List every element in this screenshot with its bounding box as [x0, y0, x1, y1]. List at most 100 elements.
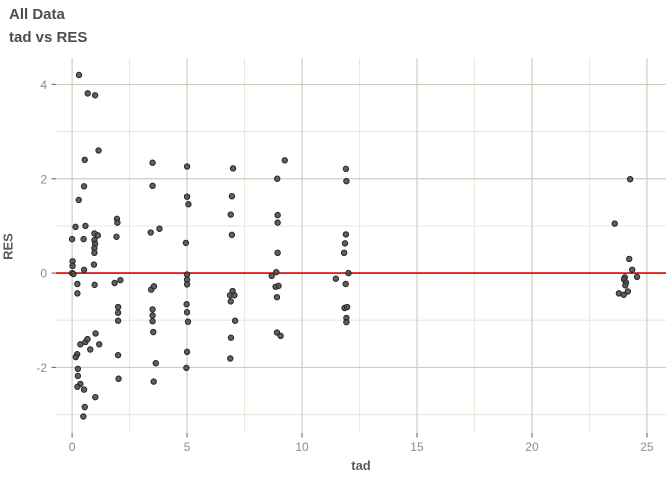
data-point: [183, 163, 191, 170]
data-point: [633, 273, 641, 281]
data-point: [114, 309, 122, 316]
data-point: [75, 71, 83, 79]
data-point: [111, 279, 118, 287]
data-point: [80, 386, 88, 393]
data-point: [74, 290, 81, 297]
plot-title: All Data: [9, 6, 65, 23]
data-point: [185, 201, 192, 208]
data-point: [90, 261, 98, 268]
x-tick-label: 10: [295, 440, 309, 454]
data-point: [92, 330, 99, 337]
data-point: [183, 271, 191, 278]
y-tick-label: -2: [36, 361, 47, 375]
data-point: [75, 196, 82, 204]
data-point: [343, 177, 350, 185]
data-point: [342, 280, 349, 288]
data-point: [183, 301, 190, 308]
data-point: [227, 298, 234, 305]
data-point: [343, 303, 351, 311]
plot-subtitle: tad vs RES: [9, 29, 88, 46]
data-point: [345, 269, 352, 277]
x-tick-label: 20: [525, 440, 539, 454]
data-point: [69, 262, 76, 270]
data-point: [68, 235, 76, 243]
data-point: [342, 231, 350, 238]
data-point: [114, 303, 122, 311]
x-axis-title: tad: [351, 458, 371, 473]
data-point: [114, 317, 122, 324]
data-point: [84, 90, 91, 97]
data-point: [70, 270, 77, 278]
data-point: [281, 157, 288, 164]
data-point: [149, 159, 156, 166]
data-point: [341, 240, 349, 247]
data-point: [626, 255, 633, 263]
data-point: [227, 211, 234, 218]
data-point: [74, 372, 82, 380]
data-point: [114, 351, 122, 359]
data-point: [277, 332, 284, 340]
data-point: [147, 229, 154, 236]
data-point: [626, 176, 634, 183]
data-point: [92, 393, 99, 401]
data-point: [342, 165, 350, 173]
data-point: [91, 249, 98, 257]
data-point: [74, 383, 81, 390]
data-point: [149, 182, 156, 190]
data-point: [72, 353, 79, 361]
data-point: [80, 266, 88, 273]
data-point: [611, 220, 618, 227]
data-point: [183, 364, 190, 372]
data-point: [340, 249, 348, 257]
data-point: [273, 175, 281, 182]
data-point: [80, 183, 88, 190]
data-point: [620, 291, 627, 298]
data-point: [149, 306, 156, 313]
data-point: [273, 293, 281, 301]
data-point: [149, 318, 156, 325]
data-point: [113, 233, 120, 240]
data-point: [227, 355, 234, 362]
x-tick-label: 5: [184, 440, 191, 454]
data-point: [182, 239, 190, 247]
y-axis-title: RES: [0, 233, 16, 260]
data-point: [274, 219, 281, 226]
data-point: [80, 235, 87, 243]
data-point: [332, 275, 340, 282]
data-point: [274, 249, 281, 257]
data-point: [81, 156, 88, 164]
data-point: [96, 341, 103, 348]
data-point: [183, 193, 191, 200]
data-point: [184, 318, 192, 325]
data-point: [149, 312, 156, 319]
data-point: [629, 266, 636, 273]
data-point: [82, 222, 89, 230]
data-point: [183, 281, 191, 288]
data-point: [343, 318, 350, 326]
data-point: [114, 219, 121, 226]
data-point: [156, 225, 163, 232]
data-point: [183, 348, 191, 356]
data-point: [231, 292, 238, 299]
data-point: [183, 309, 191, 316]
data-point: [228, 193, 236, 200]
data-point: [150, 283, 158, 290]
data-point: [74, 365, 82, 373]
data-point: [115, 375, 122, 382]
data-point: [94, 232, 102, 239]
y-tick-label: 4: [40, 78, 47, 92]
data-point: [77, 341, 84, 348]
data-point: [72, 223, 79, 231]
data-point: [91, 92, 99, 99]
data-point: [273, 268, 280, 276]
data-point: [91, 281, 98, 289]
data-point: [117, 276, 124, 284]
x-tick-label: 15: [410, 440, 424, 454]
data-point: [229, 165, 237, 172]
data-point: [227, 334, 235, 341]
data-point: [228, 231, 236, 239]
data-point: [80, 413, 87, 420]
data-point: [231, 317, 239, 324]
